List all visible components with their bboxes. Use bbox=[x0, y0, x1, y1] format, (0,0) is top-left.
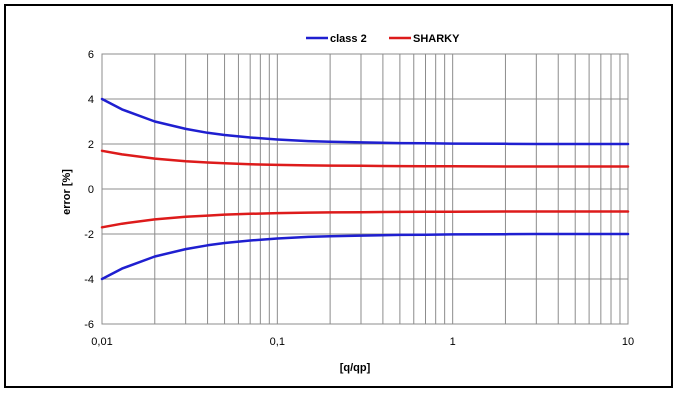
series-line-class2-upper bbox=[100, 97, 630, 146]
y-axis-title: error [%] bbox=[61, 169, 73, 215]
y-tick-labels: -6 -4 -2 0 2 4 6 bbox=[84, 49, 94, 331]
legend-label-sharky: SHARKY bbox=[413, 33, 460, 45]
legend: class 2 SHARKY bbox=[306, 33, 460, 45]
x-tick-label: 10 bbox=[622, 336, 634, 348]
y-tick-label: 4 bbox=[88, 94, 94, 106]
series-line-sharky-lower bbox=[100, 210, 630, 229]
y-tick-label: -6 bbox=[84, 319, 94, 331]
legend-label-class2: class 2 bbox=[330, 33, 367, 45]
series-lines bbox=[100, 97, 630, 281]
series-line-sharky-upper bbox=[100, 149, 630, 168]
x-tick-label: 0,01 bbox=[91, 336, 112, 348]
y-tick-label: -4 bbox=[84, 274, 94, 286]
chart-frame: -6 -4 -2 0 2 4 6 0,01 0,1 1 10 class 2 SHARKY erro… bbox=[4, 4, 673, 388]
series-line-class2-lower bbox=[100, 232, 630, 281]
plot-area-border bbox=[101, 53, 629, 325]
chart: -6 -4 -2 0 2 4 6 0,01 0,1 1 10 class 2 SHARKY erro… bbox=[61, 33, 634, 374]
x-tick-label: 1 bbox=[450, 336, 456, 348]
y-tick-label: 0 bbox=[88, 184, 94, 196]
x-tick-label: 0,1 bbox=[270, 336, 285, 348]
y-tick-label: 6 bbox=[88, 49, 94, 61]
y-tick-label: 2 bbox=[88, 139, 94, 151]
grid bbox=[101, 53, 628, 325]
x-axis-title: [q/qp] bbox=[340, 362, 371, 374]
y-tick-label: -2 bbox=[84, 229, 94, 241]
x-tick-labels: 0,01 0,1 1 10 bbox=[91, 336, 634, 348]
plot-area-rect bbox=[101, 53, 629, 325]
